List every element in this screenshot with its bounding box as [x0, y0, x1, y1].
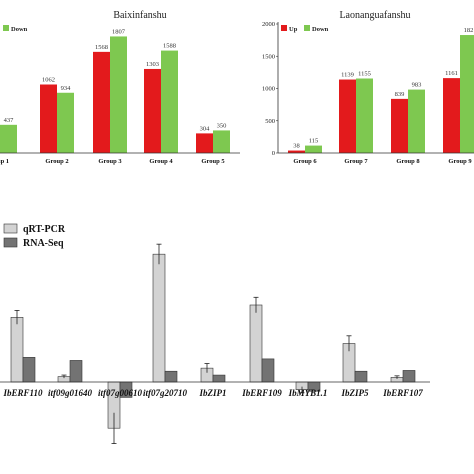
y-tick-label: 500	[265, 118, 275, 125]
bar-down-4	[460, 35, 474, 154]
bar-up-1	[288, 150, 305, 153]
category-label: Group 2	[45, 158, 68, 165]
data-label: 350	[217, 122, 227, 129]
bars-group: 043710629341568180713031588304350	[0, 28, 230, 153]
bar-up-3	[391, 98, 408, 153]
bar-up-4	[144, 68, 161, 153]
bar-up-3	[93, 51, 110, 153]
category-label: roup 1	[0, 158, 9, 165]
gene-label: IbERF109	[241, 388, 282, 398]
bar-qrtpcr-6	[249, 304, 263, 383]
bar-down-4	[161, 50, 178, 153]
gene-label: IbZIP5	[341, 388, 370, 398]
bar-rnaseq-1	[22, 357, 36, 383]
bar-down-2	[57, 92, 74, 153]
chart-validation: qRT-PCR RNA-Seq IbERF110 itf09g01640 itf07…	[0, 223, 430, 445]
data-label: 934	[61, 85, 72, 92]
bar-up-2	[40, 84, 57, 153]
category-labels: Group 6 Group 7 Group 8 Group 9	[293, 158, 472, 165]
bar-up-5	[196, 133, 213, 153]
bar-down-1	[0, 124, 17, 153]
bar-down-3	[110, 36, 127, 153]
data-label: 182	[464, 27, 474, 34]
category-label: Group 9	[448, 158, 472, 165]
gene-label: IbERF107	[382, 388, 423, 398]
bar-up-4	[443, 78, 460, 153]
category-label: Group 6	[293, 158, 317, 165]
gene-labels: IbERF110 itf09g01640 itf07g00610 itf07g2071…	[2, 388, 423, 398]
data-label: 1062	[42, 77, 55, 84]
gene-label: itf07g20710	[143, 388, 187, 398]
data-label: 1568	[95, 44, 108, 51]
data-label: 1161	[445, 70, 458, 77]
bar-rnaseq-4	[164, 370, 178, 383]
data-label: 983	[412, 82, 422, 89]
data-label: 1588	[163, 43, 176, 50]
data-label: 1139	[341, 72, 354, 79]
bar-rnaseq-2	[69, 360, 83, 383]
legend-label-down: Down	[11, 26, 28, 33]
data-label: 1303	[146, 61, 159, 68]
category-label: Group 3	[98, 158, 122, 165]
data-label: 1807	[112, 28, 126, 35]
data-label: 38	[293, 143, 300, 150]
category-label: Group 7	[344, 158, 368, 165]
gene-label: IbMYB1.1	[288, 388, 328, 398]
legend-label-up: Up	[289, 26, 298, 33]
bar-qrtpcr-4	[152, 253, 166, 383]
bar-down-5	[213, 130, 230, 153]
category-label: Group 5	[201, 158, 225, 165]
legend-swatch-qrtpcr	[3, 223, 18, 234]
bar-rnaseq-5	[212, 374, 226, 383]
gene-label: IbZIP1	[199, 388, 227, 398]
legend-label-rnaseq: RNA-Seq	[23, 238, 64, 249]
y-tick-label: 1500	[262, 53, 275, 60]
legend-swatch-down	[3, 25, 9, 31]
bar-rnaseq-8	[354, 370, 368, 383]
gene-label: IbERF110	[2, 388, 43, 398]
bar-rnaseq-9	[402, 370, 416, 383]
bar-qrtpcr-1	[10, 317, 24, 383]
y-tick-label: 2000	[262, 21, 275, 28]
bar-down-2	[356, 78, 373, 153]
legend-swatch-rnaseq	[3, 237, 18, 248]
legend-label-down: Down	[312, 26, 329, 33]
y-tick-labels: 0 500 1000 1500 2000	[262, 21, 278, 157]
chart-title: Laonanguafanshu	[339, 10, 410, 21]
legend-swatch-up	[281, 25, 287, 31]
bar-down-1	[305, 145, 322, 153]
category-label: Group 8	[396, 158, 420, 165]
legend-label-qrtpcr: qRT-PCR	[23, 224, 66, 235]
gene-label: itf07g00610	[98, 388, 142, 398]
bar-up-2	[339, 79, 356, 153]
legend-swatch-down	[304, 25, 310, 31]
bars-group: 38 115 1139 1155 839 983 1161 182	[288, 27, 474, 154]
gene-label: itf09g01640	[48, 388, 92, 398]
category-label: Group 4	[149, 158, 173, 165]
y-tick-label: 0	[272, 150, 275, 157]
bar-rnaseq-6	[261, 358, 275, 383]
y-tick-label: 1000	[262, 86, 275, 93]
chart-baixinfanshu: Baixinfanshu Down 0437106293415681807130…	[0, 10, 240, 165]
chart-laonanguafanshu: Laonanguafanshu Up Down 0 500 1000 1500 2000…	[262, 10, 474, 165]
data-label: 115	[309, 138, 319, 145]
data-label: 1155	[358, 71, 371, 78]
bars-group	[10, 243, 416, 445]
bar-down-3	[408, 89, 425, 153]
chart-title: Baixinfanshu	[113, 10, 166, 21]
category-labels: roup 1 Group 2 Group 3 Group 4 Group 5	[0, 158, 225, 165]
data-label: 839	[395, 91, 405, 98]
data-label: 437	[4, 117, 15, 124]
data-label: 304	[200, 125, 211, 132]
